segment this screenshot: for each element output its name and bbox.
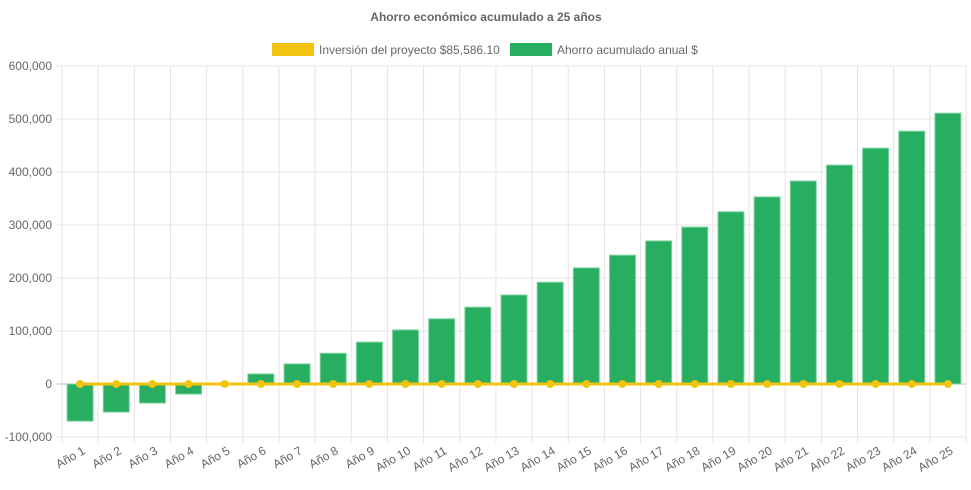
bar[interactable] [681, 226, 709, 385]
line-point[interactable] [329, 380, 338, 388]
x-tick-label: Año 6 [234, 443, 268, 471]
x-tick-label: Año 17 [626, 443, 666, 474]
legend-label-savings[interactable]: Ahorro acumulado anual $ [557, 43, 698, 57]
line-point[interactable] [654, 380, 663, 388]
bar[interactable] [464, 306, 492, 385]
line-point[interactable] [220, 380, 229, 388]
line-point[interactable] [256, 380, 265, 388]
y-axis-labels: 600,000 500,000 400,000 300,000 200,000 100,0… [5, 59, 53, 444]
line-point[interactable] [871, 380, 880, 388]
x-tick-label: Año 15 [554, 443, 594, 474]
y-tick-label: 200,000 [9, 271, 53, 285]
x-tick-label: Año 7 [270, 443, 304, 471]
line-point[interactable] [799, 380, 808, 388]
x-tick-label: Año 4 [162, 443, 196, 471]
line-point[interactable] [401, 380, 410, 388]
bar[interactable] [789, 180, 817, 385]
legend[interactable]: Inversión del proyecto $85,586.10 Ahorro … [272, 43, 698, 57]
bar[interactable] [392, 329, 420, 385]
line-point[interactable] [184, 380, 193, 388]
y-tick-label: -100,000 [5, 430, 53, 444]
bar[interactable] [608, 254, 636, 385]
y-tick-label: 0 [45, 377, 52, 391]
grid [56, 65, 967, 443]
line-point[interactable] [365, 380, 374, 388]
line-point[interactable] [437, 380, 446, 388]
bar[interactable] [536, 281, 564, 385]
line-point[interactable] [763, 380, 772, 388]
bar[interactable] [66, 383, 94, 422]
x-tick-label: Año 9 [343, 443, 377, 471]
x-tick-label: Año 3 [126, 443, 160, 471]
line-point[interactable] [582, 380, 591, 388]
bar[interactable] [319, 352, 347, 385]
y-tick-label: 400,000 [9, 165, 53, 179]
line-point[interactable] [510, 380, 518, 388]
bar[interactable] [717, 211, 745, 385]
bar[interactable] [753, 196, 781, 385]
legend-label-investment[interactable]: Inversión del proyecto $85,586.10 [319, 43, 500, 57]
bar[interactable] [898, 130, 926, 385]
line-point[interactable] [690, 380, 699, 388]
bar[interactable] [934, 112, 962, 385]
line-point[interactable] [943, 380, 952, 388]
x-tick-label: Año 24 [879, 443, 919, 474]
x-tick-label: Año 5 [198, 443, 232, 471]
legend-swatch-investment [272, 43, 314, 56]
line-point[interactable] [726, 380, 735, 388]
line-point[interactable] [618, 380, 627, 388]
x-tick-label: Año 10 [373, 443, 413, 474]
chart-title: Ahorro económico acumulado a 25 años [370, 10, 602, 24]
legend-swatch-savings [510, 43, 552, 56]
x-tick-label: Año 11 [410, 443, 449, 474]
x-tick-label: Año 18 [662, 443, 702, 474]
line-point[interactable] [546, 380, 555, 388]
x-tick-label: Año 1 [53, 443, 87, 471]
y-tick-label: 100,000 [9, 324, 53, 338]
x-tick-label: Año 14 [518, 443, 558, 474]
x-tick-label: Año 12 [445, 443, 485, 474]
x-tick-label: Año 22 [807, 443, 847, 474]
bar[interactable] [500, 294, 528, 385]
x-tick-label: Año 20 [735, 443, 775, 474]
x-tick-label: Año 19 [699, 443, 739, 474]
x-tick-label: Año 23 [843, 443, 883, 474]
line-point[interactable] [473, 380, 482, 388]
y-tick-label: 300,000 [9, 218, 53, 232]
bar[interactable] [102, 383, 130, 413]
bar[interactable] [572, 267, 600, 385]
x-tick-label: Año 2 [90, 443, 124, 471]
line-point[interactable] [907, 380, 916, 388]
line-point[interactable] [293, 380, 302, 388]
bar[interactable] [355, 341, 383, 385]
x-tick-label: Año 8 [307, 443, 341, 471]
line-point[interactable] [148, 380, 157, 388]
x-tick-label: Año 21 [771, 443, 811, 474]
line-series [76, 380, 952, 388]
x-tick-label: Año 16 [590, 443, 630, 474]
bar[interactable] [428, 318, 456, 385]
y-tick-label: 500,000 [9, 112, 53, 126]
line-point[interactable] [835, 380, 844, 388]
x-tick-label: Año 25 [915, 443, 955, 474]
bar[interactable] [862, 147, 890, 385]
y-tick-label: 600,000 [9, 59, 53, 73]
bar[interactable] [645, 240, 673, 385]
x-axis-labels: Año 1 Año 2 Año 3 Año 4 Año 5 Año 6 Año 7 Año 8… [53, 443, 955, 474]
bars [66, 112, 962, 422]
x-tick-label: Año 13 [482, 443, 522, 474]
line-point[interactable] [76, 380, 85, 388]
bar[interactable] [825, 164, 853, 385]
line-point[interactable] [112, 380, 121, 388]
